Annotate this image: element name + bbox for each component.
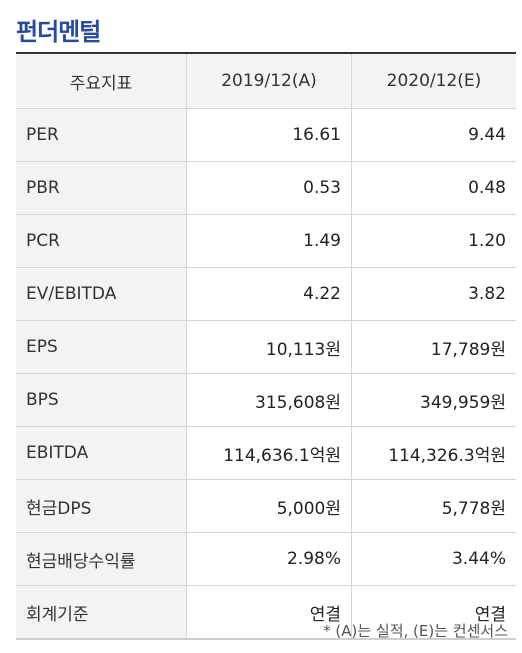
table-row: EBITDA 114,636.1억원 114,326.3억원 [16,426,516,480]
table-row: BPS 315,608원 349,959원 [16,373,516,427]
row-label: EPS [16,320,187,374]
value-2020: 9.44 [351,108,516,162]
row-label: 현금배당수익률 [16,532,187,586]
value-2019: 10,113원 [186,320,352,374]
table-row: EPS 10,113원 17,789원 [16,320,516,374]
header-2020: 2020/12(E) [351,53,516,109]
value-2019: 연결 [186,585,352,640]
table-row: EV/EBITDA 4.22 3.82 [16,267,516,321]
header-2019: 2019/12(A) [186,53,352,109]
table-row: PER 16.61 9.44 [16,108,516,162]
table-row: 현금배당수익률 2.98% 3.44% [16,532,516,586]
row-label: EV/EBITDA [16,267,187,321]
section-title: 펀더멘털 [16,18,101,46]
value-2019: 1.49 [186,214,352,268]
row-label: PBR [16,161,187,215]
value-2019: 315,608원 [186,373,352,427]
table-row: PCR 1.49 1.20 [16,214,516,268]
fundamentals-table-container: 주요지표 2019/12(A) 2020/12(E) PER 16.61 9.4… [16,52,516,640]
fundamentals-table: 주요지표 2019/12(A) 2020/12(E) PER 16.61 9.4… [16,52,516,640]
table-row: PBR 0.53 0.48 [16,161,516,215]
table-row: 회계기준 연결 연결 [16,585,516,640]
row-label: PCR [16,214,187,268]
value-2019: 0.53 [186,161,352,215]
header-indicator: 주요지표 [16,53,187,109]
value-2020: 3.82 [351,267,516,321]
value-2020: 1.20 [351,214,516,268]
value-2020: 114,326.3억원 [351,426,516,480]
value-2020: 17,789원 [351,320,516,374]
value-2020: 연결 [351,585,516,640]
table-header-row: 주요지표 2019/12(A) 2020/12(E) [16,53,516,109]
table-row: 현금DPS 5,000원 5,778원 [16,479,516,533]
footnote: * (A)는 실적, (E)는 컨센서스 [323,622,508,640]
value-2020: 5,778원 [351,479,516,533]
row-label: 회계기준 [16,585,187,640]
row-label: EBITDA [16,426,187,480]
value-2019: 114,636.1억원 [186,426,352,480]
value-2020: 0.48 [351,161,516,215]
value-2020: 349,959원 [351,373,516,427]
row-label: BPS [16,373,187,427]
value-2019: 2.98% [186,532,352,586]
value-2019: 16.61 [186,108,352,162]
value-2019: 5,000원 [186,479,352,533]
value-2020: 3.44% [351,532,516,586]
value-2019: 4.22 [186,267,352,321]
row-label: PER [16,108,187,162]
row-label: 현금DPS [16,479,187,533]
